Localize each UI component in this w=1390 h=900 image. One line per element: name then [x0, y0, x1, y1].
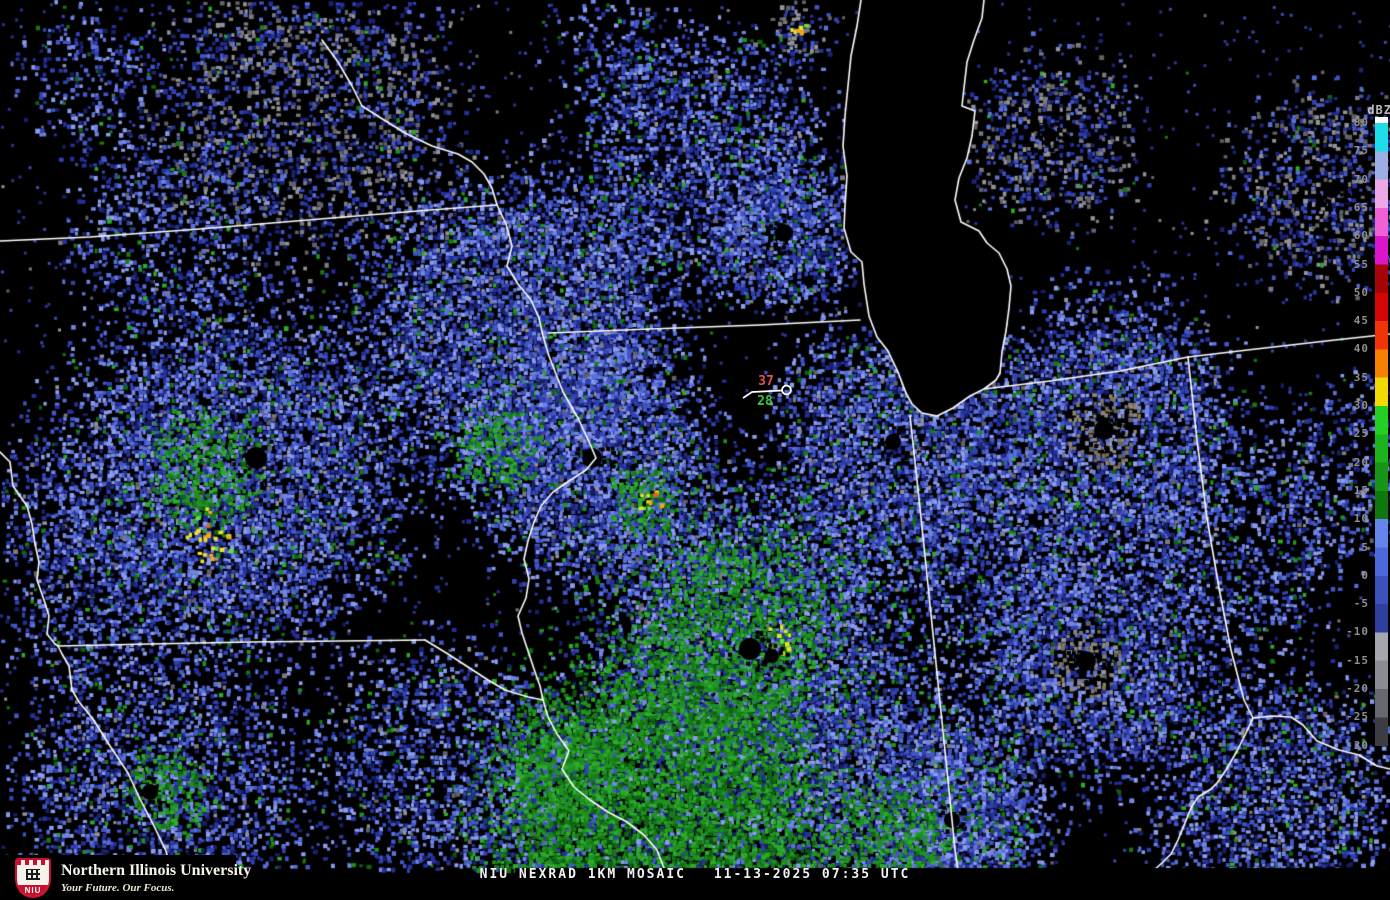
- caption-timestamp: 11-13-2025 07:35 UTC: [713, 867, 911, 882]
- caption-product: NIU NEXRAD 1KM MOSAIC: [479, 867, 686, 882]
- colorbar-units-label: dBZ: [1367, 103, 1390, 117]
- station-dewpoint: 28: [757, 394, 773, 409]
- institution-name: Northern Illinois University: [61, 861, 252, 879]
- shield-acronym: NIU: [17, 884, 49, 896]
- niu-logo: NIU Northern Illinois University Your Fu…: [0, 855, 251, 900]
- niu-shield-icon: NIU: [15, 857, 51, 898]
- station-plot: 37 28: [700, 360, 820, 430]
- shield-crenellation: [17, 859, 49, 865]
- shield-portcullis: [26, 868, 40, 880]
- station-temperature: 37: [758, 374, 774, 389]
- institution-tagline: Your Future. Our Focus.: [61, 881, 175, 894]
- wind-barb-icon: [742, 384, 792, 399]
- caption: NIU NEXRAD 1KM MOSAIC 11-13-2025 07:35 U…: [0, 867, 1390, 882]
- colorbar: [1375, 117, 1388, 746]
